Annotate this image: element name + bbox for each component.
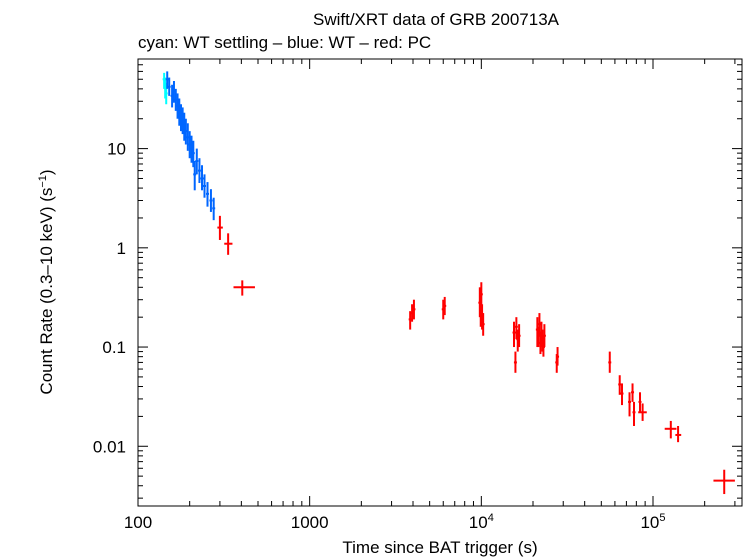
data-point: [209, 189, 213, 212]
data-point: [556, 347, 560, 366]
chart-subtitle: cyan: WT settling – blue: WT – red: PC: [138, 33, 431, 52]
data-point: [212, 197, 216, 221]
data-point: [608, 351, 612, 373]
data-series: [162, 71, 735, 495]
data-point: [514, 317, 518, 340]
data-point: [618, 375, 622, 395]
data-point: [517, 324, 521, 348]
series-pc: [217, 215, 735, 495]
data-point: [205, 182, 209, 207]
data-point: [479, 282, 483, 308]
axis-ticks: [137, 58, 742, 506]
x-axis-label: Time since BAT trigger (s): [342, 538, 537, 557]
data-point: [412, 299, 416, 320]
data-point: [512, 321, 516, 348]
y-axis-label-close: ): [37, 169, 56, 175]
x-tick-label: 100: [124, 513, 152, 532]
y-tick-label: 1: [117, 239, 126, 258]
y-tick-labels: 0.01 0.1 1 10: [93, 140, 126, 457]
y-tick-label: 0.1: [102, 338, 126, 357]
data-point: [443, 296, 447, 316]
y-tick-label: 10: [107, 140, 126, 159]
x-tick-label: 105: [640, 512, 665, 532]
data-point: [167, 77, 171, 96]
data-point: [164, 82, 168, 105]
series-wt: [165, 71, 216, 221]
data-point: [537, 313, 541, 336]
data-point: [675, 426, 682, 443]
data-point: [195, 148, 199, 175]
data-point: [203, 174, 207, 198]
data-point: [224, 233, 233, 255]
series-wt-settling: [162, 72, 168, 105]
y-tick-label: 0.01: [93, 437, 126, 456]
data-point: [197, 158, 201, 184]
y-axis-label-exp: −1: [37, 175, 49, 188]
data-point: [638, 403, 647, 421]
chart-title: Swift/XRT data of GRB 200713A: [313, 10, 560, 29]
y-axis-label-main: Count Rate (0.3–10 keV) (s: [37, 188, 56, 395]
data-point: [481, 313, 485, 336]
data-point: [542, 324, 546, 348]
x-tick-labels: 100 1000 104 105: [124, 512, 666, 532]
plot-frame: [137, 58, 743, 507]
data-point: [664, 420, 677, 439]
y-axis-label: Count Rate (0.3–10 keV) (s−1): [37, 169, 56, 394]
data-point: [200, 165, 204, 191]
x-tick-label: 1000: [291, 513, 329, 532]
data-point: [632, 401, 636, 427]
data-point: [193, 161, 197, 191]
data-point: [631, 383, 635, 402]
data-point: [217, 215, 223, 240]
data-point: [191, 140, 195, 168]
data-point: [513, 351, 517, 373]
data-point: [620, 383, 624, 406]
data-point: [638, 392, 642, 413]
data-point: [233, 280, 255, 296]
data-point: [713, 469, 735, 495]
x-tick-label: 104: [469, 512, 494, 532]
data-point: [628, 392, 632, 417]
